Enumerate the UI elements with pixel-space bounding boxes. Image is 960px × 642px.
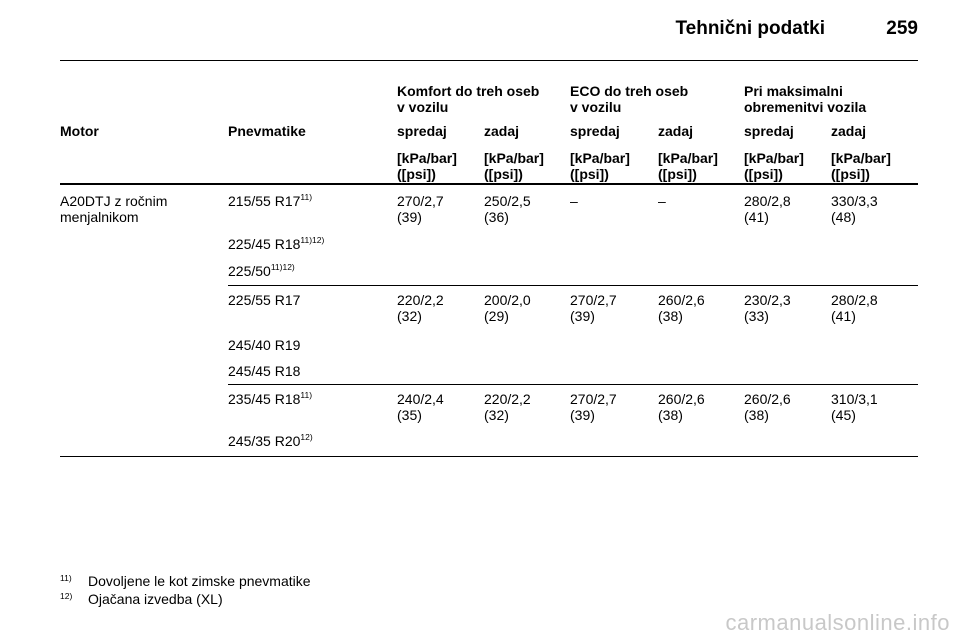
pressure-value: 240/2,4 (35) (397, 391, 444, 423)
group-heading-max-load: Pri maksimalni obremenitvi vozila (744, 83, 867, 115)
tyre-size: 245/35 R2012) (228, 432, 313, 449)
pressure-value: 330/3,3 (48) (831, 193, 878, 225)
column-heading-tyres: Pnevmatike (228, 123, 306, 139)
tyre-size: 225/5011)12) (228, 262, 295, 279)
pressure-value: 260/2,6 (38) (658, 391, 705, 423)
pressure-value: 200/2,0 (29) (484, 292, 531, 324)
header-rule (60, 60, 918, 61)
pressure-value: 270/2,7 (39) (570, 292, 617, 324)
footnote-text: Ojačana izvedba (XL) (88, 591, 223, 607)
footnote-number: 12) (60, 591, 73, 601)
pressure-value: – (658, 193, 666, 209)
tyre-size: 225/55 R17 (228, 292, 301, 308)
unit-heading: [kPa/bar] ([psi]) (484, 150, 544, 182)
column-heading-rear: zadaj (658, 123, 694, 139)
unit-heading: [kPa/bar] ([psi]) (397, 150, 457, 182)
column-heading-rear: zadaj (831, 123, 867, 139)
group-heading-comfort: Komfort do treh oseb v vozilu (397, 83, 540, 115)
table-header-rule (60, 183, 918, 185)
pressure-value: 220/2,2 (32) (397, 292, 444, 324)
pressure-value: 270/2,7 (39) (397, 193, 444, 225)
pressure-value: 310/3,1 (45) (831, 391, 878, 423)
pressure-value: 250/2,5 (36) (484, 193, 531, 225)
pressure-value: 230/2,3 (33) (744, 292, 791, 324)
motor-name: A20DTJ z ročnim menjalnikom (60, 193, 168, 225)
unit-heading: [kPa/bar] ([psi]) (570, 150, 630, 182)
row-divider (228, 384, 918, 385)
footnote-number: 11) (60, 573, 72, 583)
column-heading-rear: zadaj (484, 123, 520, 139)
pressure-value: – (570, 193, 578, 209)
pressure-value: 260/2,6 (38) (658, 292, 705, 324)
tyre-size: 225/45 R1811)12) (228, 235, 325, 252)
unit-heading: [kPa/bar] ([psi]) (658, 150, 718, 182)
pressure-value: 260/2,6 (38) (744, 391, 791, 423)
pressure-value: 280/2,8 (41) (831, 292, 878, 324)
watermark: carmanualsonline.info (725, 610, 950, 635)
unit-heading: [kPa/bar] ([psi]) (744, 150, 804, 182)
tyre-size: 235/45 R1811) (228, 390, 313, 407)
column-heading-front: spredaj (744, 123, 794, 139)
page-number: 259 (886, 18, 918, 39)
pressure-value: 280/2,8 (41) (744, 193, 791, 225)
footnote-text: Dovoljene le kot zimske pnevmatike (88, 573, 311, 589)
pressure-value: 220/2,2 (32) (484, 391, 531, 423)
group-heading-eco: ECO do treh oseb v vozilu (570, 83, 689, 115)
table-bottom-rule (60, 456, 918, 457)
section-title: Tehnični podatki (675, 18, 825, 39)
tyre-size: 245/45 R18 (228, 363, 301, 379)
tyre-size: 215/55 R1711) (228, 192, 313, 209)
column-heading-motor: Motor (60, 123, 99, 139)
tyre-size: 245/40 R19 (228, 337, 301, 353)
row-divider (228, 285, 918, 286)
pressure-value: 270/2,7 (39) (570, 391, 617, 423)
column-heading-front: spredaj (397, 123, 447, 139)
column-heading-front: spredaj (570, 123, 620, 139)
unit-heading: [kPa/bar] ([psi]) (831, 150, 891, 182)
